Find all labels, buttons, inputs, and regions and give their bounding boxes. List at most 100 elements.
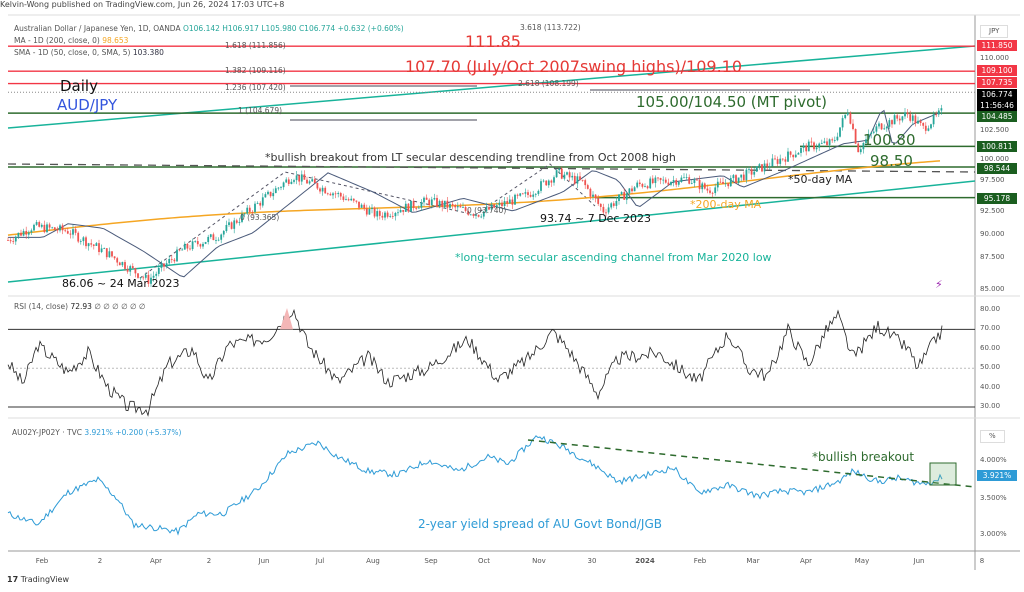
spread-unit[interactable]: % [980, 430, 1005, 443]
candle-body [360, 204, 363, 208]
spread-descending-trendline [527, 439, 976, 488]
candle-body [532, 194, 535, 197]
candle-body [657, 177, 659, 179]
candle-body [659, 177, 662, 181]
time-tick: 2024 [635, 557, 655, 565]
candle-body [48, 224, 51, 228]
candle-body [685, 177, 688, 179]
symbol-name: Australian Dollar / Japanese Yen, 1D, OA… [14, 24, 181, 33]
candle-body [319, 188, 321, 192]
candle-body [857, 143, 860, 153]
candle-body [449, 204, 451, 208]
candle-body [742, 174, 745, 181]
candle-body [215, 240, 217, 241]
candle-body [443, 200, 446, 208]
candle-body [592, 194, 594, 197]
candle-body [898, 118, 901, 121]
candle-body [693, 179, 696, 183]
candle-body [568, 172, 571, 178]
rsi-tick: 80.00 [980, 305, 1001, 313]
time-tick: Apr [149, 557, 163, 565]
candle-body [347, 199, 350, 201]
spread-legend[interactable]: AU02Y-JP02Y · TVC 3.921% +0.200 (+5.37%) [12, 428, 181, 437]
candle-body [683, 177, 685, 179]
candle-body [875, 126, 878, 132]
candle-body [85, 237, 87, 247]
candle-body [160, 263, 163, 268]
candle-body [826, 141, 828, 145]
sma50-legend[interactable]: SMA - 1D (50, close, 0, SMA, 5) 103.380 [14, 48, 164, 57]
candle-body [293, 180, 295, 182]
candle-body [805, 145, 808, 152]
candle-body [144, 274, 147, 278]
rsi-tick: 30.00 [980, 402, 1001, 410]
tradingview-logo[interactable]: 17 TradingView [7, 575, 69, 584]
candle-body [394, 213, 397, 217]
candle-body [326, 193, 329, 195]
candle-body [111, 251, 113, 257]
candle-body [711, 192, 714, 194]
high-value: H106.917 [222, 24, 259, 33]
candle-body [204, 242, 207, 244]
candle-body [256, 202, 259, 204]
candle-body [222, 230, 225, 235]
candle-body [467, 210, 470, 215]
candle-body [334, 193, 337, 195]
time-tick: 8 [979, 557, 985, 565]
candle-body [615, 200, 618, 206]
symbol-legend[interactable]: Australian Dollar / Japanese Yen, 1D, OA… [14, 24, 404, 33]
candle-body [514, 194, 516, 205]
candle-body [355, 200, 358, 202]
candle-body [935, 114, 938, 116]
price-tick: 85.000 [980, 285, 1005, 293]
candle-body [696, 179, 698, 181]
candle-body [228, 222, 230, 225]
candle-body [64, 230, 67, 232]
candle-body [753, 171, 756, 175]
candle-body [66, 231, 69, 234]
candle-body [59, 225, 61, 231]
candle-body [238, 221, 241, 223]
ma200-value: 98.653 [102, 36, 129, 45]
currency-unit[interactable]: JPY [980, 25, 1009, 38]
candle-body [186, 243, 189, 249]
fib-1618: 1.618 (111.856) [225, 41, 286, 50]
rsi-extra: ∅ ∅ ∅ ∅ ∅ ∅ [94, 302, 146, 311]
ma50-note: *50-day MA [788, 173, 853, 186]
resistance-2-label: 107.70 (July/Oct 2007swing highs)/109.10 [405, 57, 743, 76]
candle-body [7, 240, 9, 241]
candle-body [649, 178, 652, 189]
candle-body [667, 182, 670, 185]
candle-body [269, 191, 272, 197]
fib-extension-b [474, 163, 596, 216]
candle-body [706, 188, 709, 191]
candle-body [329, 193, 332, 196]
candle-body [839, 127, 841, 137]
candle-body [651, 178, 654, 184]
ma200-legend[interactable]: MA - 1D (200, close, 0) 98.653 [14, 36, 128, 45]
candle-body [126, 268, 129, 272]
candle-body [402, 210, 405, 212]
candle-body [98, 243, 100, 253]
rsi-legend[interactable]: RSI (14, close) 72.93 ∅ ∅ ∅ ∅ ∅ ∅ [14, 302, 145, 311]
candle-body [646, 186, 649, 189]
candle-body [854, 129, 857, 144]
candle-body [137, 273, 139, 278]
candle-body [373, 207, 376, 217]
lightning-icon[interactable]: ⚡ [935, 278, 943, 291]
candle-body [225, 224, 228, 231]
candle-body [150, 277, 152, 284]
price-tick: 97.500 [980, 176, 1005, 184]
candle-body [566, 172, 568, 175]
candle-body [766, 163, 769, 167]
candle-body [199, 244, 202, 247]
change-value: +0.632 (+0.60%) [337, 24, 404, 33]
candle-body [638, 182, 641, 185]
time-tick: 2 [97, 557, 103, 565]
candle-body [339, 193, 342, 197]
sma50-label: SMA - 1D (50, close, 0, SMA, 5) [14, 48, 131, 57]
candle-body [654, 177, 657, 184]
candle-body [134, 268, 137, 274]
candle-body [363, 204, 366, 209]
